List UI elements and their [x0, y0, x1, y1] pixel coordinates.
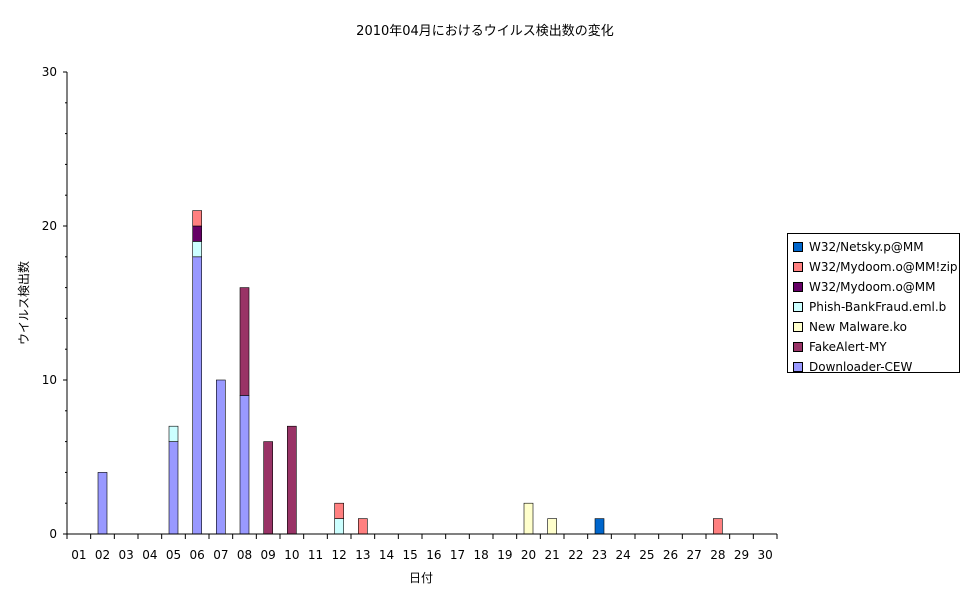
- legend-label-5: W32/Mydoom.o@MM!zip: [809, 260, 958, 274]
- bar-segment-23-series-6: [594, 518, 605, 535]
- legend-swatch-6: [793, 242, 803, 252]
- legend-swatch-2: [793, 322, 803, 332]
- x-tick-label-21: 21: [545, 548, 560, 562]
- bar-segment-12-series-3: [334, 518, 344, 535]
- bar-segment-06-series-0: [192, 256, 202, 535]
- axis-layer: 0 10 20 30 01 02 03 04 05 06 07 08 09 10 11 12 13 14 15 16 1…: [42, 65, 778, 562]
- legend-label-0: Downloader-CEW: [809, 360, 913, 374]
- x-tick-label-18: 18: [474, 548, 489, 562]
- x-tick-label-29: 29: [734, 548, 749, 562]
- x-tick-label-27: 27: [687, 548, 702, 562]
- y-axis-label: ウイルス検出数: [16, 261, 31, 345]
- x-tick-label-12: 12: [332, 548, 347, 562]
- bar-segment-05-series-0: [168, 441, 179, 535]
- x-tick-label-02: 02: [95, 548, 110, 562]
- y-tick-label-30: 30: [42, 65, 57, 79]
- x-tick-label-26: 26: [663, 548, 678, 562]
- legend-item-0: Downloader-CEW: [793, 357, 959, 377]
- x-tick-label-24: 24: [616, 548, 631, 562]
- legend-label-6: W32/Netsky.p@MM: [809, 240, 924, 254]
- x-tick-label-03: 03: [119, 548, 134, 562]
- x-tick-label-07: 07: [213, 548, 228, 562]
- x-tick-label-16: 16: [426, 548, 441, 562]
- x-tick-label-10: 10: [284, 548, 299, 562]
- bar-segment-13-series-5: [358, 518, 368, 535]
- x-tick-label-17: 17: [450, 548, 465, 562]
- bars-layer: [97, 210, 723, 535]
- bar-segment-07-series-0: [216, 379, 226, 535]
- x-tick-label-30: 30: [758, 548, 773, 562]
- legend-swatch-4: [793, 282, 803, 292]
- bar-segment-06-series-5: [192, 210, 202, 227]
- x-tick-label-22: 22: [568, 548, 583, 562]
- x-tick-label-25: 25: [639, 548, 654, 562]
- x-tick-label-28: 28: [710, 548, 725, 562]
- bar-segment-10-series-1: [287, 425, 297, 535]
- legend-item-5: W32/Mydoom.o@MM!zip: [793, 257, 959, 277]
- legend-item-1: FakeAlert-MY: [793, 337, 959, 357]
- y-tick-label-20: 20: [42, 219, 57, 233]
- x-tick-label-04: 04: [142, 548, 157, 562]
- legend: W32/Netsky.p@MM W32/Mydoom.o@MM!zip W32/My…: [787, 233, 960, 374]
- bar-segment-12-series-5: [334, 502, 344, 519]
- x-tick-label-20: 20: [521, 548, 536, 562]
- bar-segment-20-series-2: [523, 502, 534, 535]
- legend-item-6: W32/Netsky.p@MM: [793, 237, 959, 257]
- legend-swatch-1: [793, 342, 803, 352]
- x-tick-label-23: 23: [592, 548, 607, 562]
- legend-swatch-5: [793, 262, 803, 272]
- x-tick-label-11: 11: [308, 548, 323, 562]
- bar-segment-28-series-5: [713, 518, 723, 535]
- legend-item-2: New Malware.ko: [793, 317, 959, 337]
- y-tick-label-10: 10: [42, 373, 57, 387]
- x-tick-label-05: 05: [166, 548, 181, 562]
- legend-swatch-3: [793, 302, 803, 312]
- legend-label-2: New Malware.ko: [809, 320, 907, 334]
- y-tick-label-0: 0: [49, 527, 57, 541]
- legend-label-3: Phish-BankFraud.eml.b: [809, 300, 947, 314]
- x-tick-label-15: 15: [403, 548, 418, 562]
- legend-item-3: Phish-BankFraud.eml.b: [793, 297, 959, 317]
- x-tick-label-01: 01: [71, 548, 86, 562]
- bar-segment-09-series-1: [263, 441, 273, 535]
- chart-title: 2010年04月におけるウイルス検出数の変化: [356, 24, 614, 39]
- x-tick-label-13: 13: [355, 548, 370, 562]
- bar-segment-06-series-4: [192, 225, 202, 242]
- x-tick-label-09: 09: [261, 548, 276, 562]
- bar-segment-02-series-0: [97, 472, 108, 535]
- x-axis-label: 日付: [409, 571, 433, 585]
- bar-segment-08-series-1: [239, 287, 250, 396]
- x-tick-label-08: 08: [237, 548, 252, 562]
- legend-item-4: W32/Mydoom.o@MM: [793, 277, 959, 297]
- bar-segment-05-series-3: [168, 425, 179, 442]
- legend-swatch-0: [793, 362, 803, 372]
- legend-label-1: FakeAlert-MY: [809, 340, 887, 354]
- bar-segment-06-series-3: [192, 241, 202, 258]
- x-tick-label-14: 14: [379, 548, 394, 562]
- x-tick-label-19: 19: [497, 548, 512, 562]
- bar-segment-08-series-0: [239, 395, 250, 535]
- bar-segment-21-series-2: [547, 518, 557, 535]
- x-tick-label-06: 06: [190, 548, 205, 562]
- legend-label-4: W32/Mydoom.o@MM: [809, 280, 936, 294]
